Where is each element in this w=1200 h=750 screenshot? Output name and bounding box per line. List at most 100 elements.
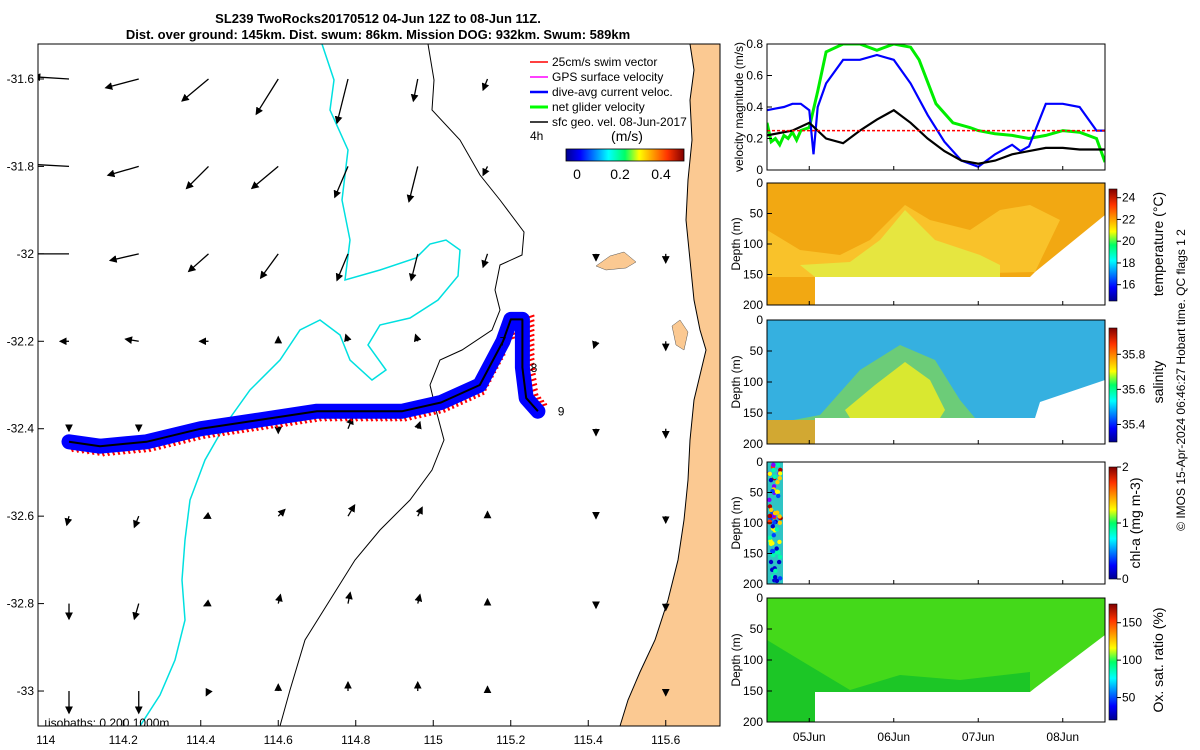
lon-tick-label: 114.2: [109, 733, 138, 747]
geo-velocity-arrow: [414, 593, 423, 604]
svg-text:GPS surface velocity: GPS surface velocity: [552, 70, 663, 84]
geo-velocity-arrow: [275, 593, 283, 604]
geo-velocity-arrow: [410, 78, 419, 103]
velocity-ytick-label: 0.4: [746, 100, 763, 114]
chla-sample: [777, 576, 783, 581]
legend-item-sfc-geo: sfc geo. vel. 08-Jun-2017: [530, 115, 687, 129]
temperature-mid: [800, 210, 1000, 277]
geo-velocity-arrow: [259, 253, 279, 280]
chla-sample: [768, 559, 774, 565]
land-mass: [620, 44, 720, 726]
lon-tick-label: 114.6: [264, 733, 293, 747]
lat-tick-label: -33: [17, 684, 35, 698]
lon-tick-label: 115: [424, 733, 443, 747]
chla-sample: [771, 532, 777, 538]
island-small: [671, 319, 689, 351]
chla-sample: [767, 497, 772, 503]
geo-velocity-arrow: [345, 591, 353, 604]
depth-tick-label: 50: [750, 207, 764, 221]
map-frame: [37, 43, 721, 727]
geo-velocity-arrow: [132, 603, 140, 621]
chla-sample: [767, 504, 773, 509]
title-line-2: Dist. over ground: 145km. Dist. swum: 86…: [126, 27, 630, 42]
lat-tick-label: -32.8: [7, 597, 35, 611]
isobath-200m: [139, 44, 461, 726]
geo-velocity-arrow: [334, 78, 349, 125]
depth-tick-label: 0: [756, 591, 763, 605]
colorbar-tick-label: 35.8: [1122, 347, 1146, 361]
geo-velocity-arrow: [106, 165, 139, 178]
chla-sample: [768, 541, 774, 547]
depth-tick-label: 100: [743, 375, 763, 389]
geo-velocity-arrow: [205, 687, 213, 697]
colorbar-tick-label: 100: [1122, 653, 1142, 667]
velocity-ytick-label: 0.2: [746, 132, 763, 146]
geo-velocity-arrow: [202, 599, 212, 607]
velocity-ylabel: velocity magnitude (m/s): [732, 42, 746, 172]
geo-velocity-arrow: [481, 78, 490, 92]
island: [595, 251, 637, 271]
time-tick-label: 08Jun: [1046, 730, 1079, 744]
lon-tick-label: 115.4: [574, 733, 603, 747]
day-marker: 9: [558, 405, 565, 419]
depth-tick-label: 150: [743, 406, 763, 420]
day-marker: 8: [531, 361, 538, 375]
chla-colorbar-label: chl-a (mg m-3): [1127, 477, 1143, 568]
velocity-panel: 0 0.2 0.4 0.6 0.8 velocity magnitude (m/s): [732, 37, 1106, 177]
velocity-series-line: [767, 53, 1105, 169]
colorbar-tick: 0.4: [651, 166, 671, 182]
colorbar-unit-label: (m/s): [611, 128, 643, 144]
geo-velocity-arrow: [187, 253, 209, 273]
depth-tick-label: 100: [743, 237, 763, 251]
depth-tick-label: 100: [743, 653, 763, 667]
depth-tick-label: 150: [743, 684, 763, 698]
salinity-deep-patch: [767, 420, 815, 444]
geo-velocity-arrow: [133, 515, 141, 529]
geo-velocity-arrow: [333, 166, 349, 199]
colorbar-tick: 0.2: [610, 166, 630, 182]
chla-sample: [772, 520, 777, 525]
oxygen-ylabel: Depth (m): [729, 633, 743, 686]
colorbar-tick-label: 35.4: [1122, 417, 1146, 431]
geo-velocity-arrow: [202, 511, 212, 519]
svg-text:dive-avg current veloc.: dive-avg current veloc.: [552, 85, 673, 99]
lon-tick-label: 114: [36, 733, 55, 747]
depth-tick-label: 100: [743, 516, 763, 530]
velocity-ytick-label: 0: [756, 163, 763, 177]
colorbar-tick-label: 35.6: [1122, 382, 1146, 396]
lat-tick-label: -32: [17, 247, 35, 261]
depth-tick-label: 50: [750, 344, 764, 358]
depth-tick-label: 200: [743, 577, 763, 591]
colorbar-tick-label: 22: [1122, 212, 1136, 226]
lat-tick-label: -31.6: [7, 72, 35, 86]
depth-tick-label: 150: [743, 547, 763, 561]
geo-velocity-arrow: [64, 515, 73, 527]
colorbar-tick-label: 1: [1122, 516, 1129, 530]
chla-sample: [777, 520, 783, 526]
chla-sample: [774, 546, 779, 551]
chla-sample: [770, 524, 775, 529]
isobath-label: isobaths: 0 200 1000m: [48, 716, 169, 730]
lat-tick-label: -32.4: [7, 422, 35, 436]
lon-tick-label: 114.8: [341, 733, 370, 747]
chla-sample: [772, 575, 778, 580]
geo-velocity-arrow: [414, 420, 422, 430]
legend-item-net: net glider velocity: [530, 100, 645, 114]
geo-velocity-arrow: [408, 253, 419, 282]
coastline: [619, 44, 707, 726]
chla-sample: [777, 475, 782, 481]
day-marker: 7: [500, 335, 507, 349]
chla-sample: [772, 474, 777, 480]
chla-sample: [776, 550, 781, 555]
geo-velocity-arrow: [335, 253, 349, 282]
geo-velocity-arrow: [347, 504, 356, 517]
velocity-ytick-label: 0.8: [746, 37, 763, 51]
lon-tick-label: 115.6: [651, 733, 680, 747]
depth-tick-label: 200: [743, 715, 763, 729]
chla-colorbar: [1108, 466, 1118, 580]
legend-item-gps: GPS surface velocity: [530, 70, 663, 84]
geo-velocity-arrow: [124, 336, 139, 344]
salinity-ylabel: Depth (m): [729, 355, 743, 408]
chla-sample: [771, 467, 776, 473]
lat-tick-label: -32.2: [7, 334, 35, 348]
